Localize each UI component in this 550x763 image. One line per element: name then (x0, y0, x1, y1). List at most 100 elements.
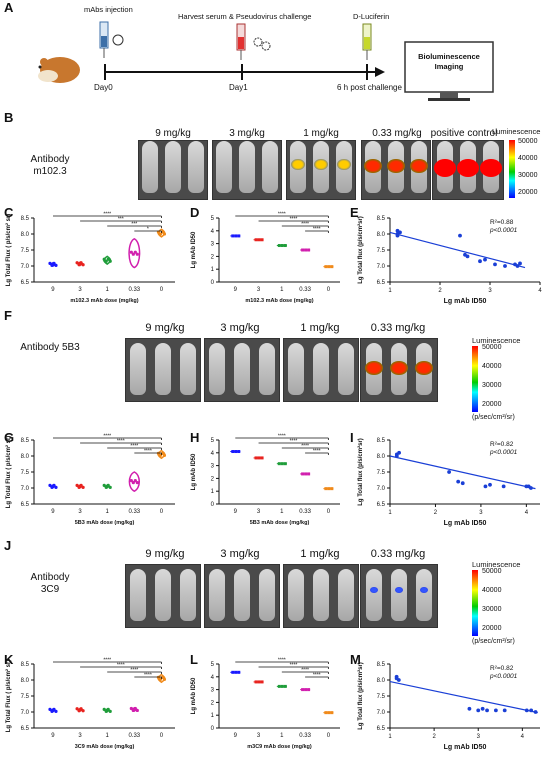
significance-label: **** (117, 439, 125, 445)
data-point (307, 688, 311, 692)
x-tick-label: 3 (488, 288, 492, 294)
data-point (162, 677, 167, 681)
colorbar-title: Luminescence (472, 336, 521, 345)
data-point (254, 238, 258, 242)
data-point (254, 680, 258, 684)
y-axis-label: Lg Total Flux ( p/s/cm² sr) (5, 436, 12, 509)
colorbar-tick: 40000 (482, 363, 502, 370)
panel-label-d: D (190, 205, 200, 220)
data-point (133, 706, 137, 711)
y-tick-label: 0 (211, 502, 215, 508)
data-point (283, 684, 287, 688)
data-point (493, 262, 497, 267)
chart-c: 6.57.07.58.08.59 3 1 0.33 0***********m102.3… (5, 212, 175, 304)
mouse-silhouette (234, 569, 250, 621)
y-tick-label: 7.0 (377, 264, 386, 270)
x-tick-label: 3 (78, 733, 82, 739)
imaging-panel (286, 140, 356, 200)
dose-header: positive control (430, 128, 498, 139)
significance-label: **** (313, 673, 321, 679)
significance-label: **** (290, 439, 298, 445)
data-point (483, 484, 488, 489)
luminescence-signal (364, 361, 383, 376)
x-tick-label: 0.33 (299, 509, 311, 515)
data-point (488, 482, 492, 487)
imaging-panel (361, 140, 431, 200)
day-label: Day0 (94, 83, 113, 92)
mouse-silhouette (258, 569, 275, 621)
significance-label: **** (130, 668, 138, 674)
imaging-panel (360, 564, 438, 628)
y-tick-label: 6.5 (21, 280, 30, 286)
mouse-silhouette (337, 569, 354, 621)
significance-label: **** (278, 212, 286, 218)
x-tick-label: 2 (438, 288, 442, 294)
x-tick-label: 0 (327, 509, 331, 515)
data-point (102, 707, 106, 711)
data-point (327, 265, 331, 269)
x-axis-label: m102.3 mAb dose (mg/kg) (245, 298, 313, 304)
panel-label-f: F (4, 308, 12, 323)
chart-e: 6.5 7.0 7.5 8.0 8.5 1 2 3 4 R²=0.88p<0.0001 Lg mAb… (357, 216, 542, 305)
mouse-silhouette (179, 343, 196, 395)
colorbar-unit: (p/sec/cm²/sr) (472, 414, 515, 421)
x-tick-label: 3 (477, 734, 481, 740)
y-tick-label: 5 (211, 216, 215, 222)
data-point (162, 453, 167, 457)
x-tick-label: 0.33 (128, 733, 140, 739)
data-point (330, 487, 334, 491)
x-tick-label: 1 (388, 510, 392, 516)
data-point (77, 485, 81, 489)
data-point (307, 248, 311, 252)
imaging-box-label: Bioluminescence Imaging (418, 52, 480, 71)
colorbar (472, 570, 478, 636)
data-point (397, 450, 401, 455)
data-point (54, 263, 58, 267)
data-point (327, 711, 331, 715)
panel-label-j: J (4, 538, 12, 553)
x-tick-label: 4 (525, 510, 529, 516)
mouse-silhouette (155, 343, 171, 395)
x-tick-label: 0 (160, 733, 164, 739)
mouse-silhouette (187, 141, 204, 193)
mouse-silhouette (416, 569, 433, 621)
y-tick-label: 8.0 (377, 454, 386, 460)
y-tick-label: 7.5 (377, 248, 386, 254)
mouse-silhouette (130, 569, 147, 621)
data-point (324, 711, 328, 715)
significance-label: **** (144, 673, 152, 679)
y-tick-label: 4 (211, 451, 215, 457)
dose-header: 9 mg/kg (155, 128, 191, 139)
y-tick-label: 8.5 (21, 438, 30, 444)
chart-k: 6.5 7.0 7.5 8.0 8.5 9 3 1 0.33 0 **** **** **** **** 3… (5, 658, 175, 750)
data-point (135, 481, 139, 485)
x-axis-label: Lg mAb ID50 (444, 298, 487, 305)
data-point (231, 670, 235, 674)
data-point (108, 709, 112, 713)
y-tick-label: 1 (211, 267, 215, 273)
data-point (231, 234, 235, 238)
data-point (503, 264, 507, 268)
antibody-label: Antibody 5B3 (20, 342, 80, 353)
timeline-diagram (38, 21, 494, 101)
x-tick-label: 0 (160, 287, 164, 293)
y-tick-label: 7.5 (377, 470, 386, 476)
data-point (458, 233, 462, 238)
mouse-silhouette (288, 569, 305, 621)
data-point (260, 680, 264, 684)
data-point (79, 483, 83, 487)
y-tick-label: 6.5 (377, 502, 386, 508)
x-tick-label: 4 (538, 288, 542, 294)
mouse-silhouette (288, 343, 305, 395)
x-axis-label: 3C9 mAb dose (mg/kg) (75, 744, 135, 750)
data-point (330, 711, 334, 715)
data-point (48, 261, 52, 265)
data-point (234, 234, 238, 238)
data-point (301, 248, 305, 252)
significance-label: **** (313, 449, 321, 455)
x-tick-label: 1 (280, 287, 284, 293)
data-point (257, 238, 261, 242)
colorbar (472, 346, 478, 412)
antibody-label: Antibody 3C9 (30, 572, 70, 595)
